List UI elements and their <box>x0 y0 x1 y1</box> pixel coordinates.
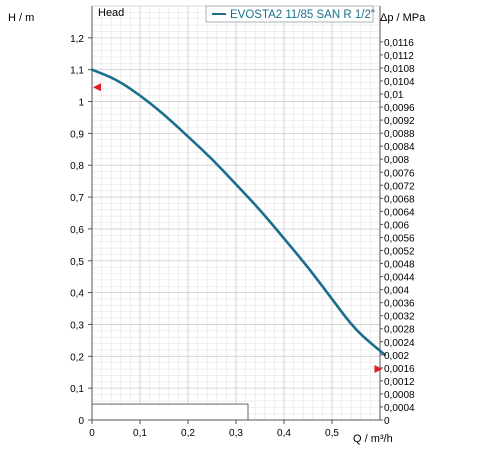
x-tick-label: 0,5 <box>325 428 339 439</box>
x-tick-label: 0,4 <box>277 428 291 439</box>
y2-tick-label: 0,0084 <box>384 142 415 153</box>
operating-range-rect <box>91 403 249 421</box>
y-tick-label: 0,7 <box>70 193 84 204</box>
x-tick-label: 0,1 <box>133 428 147 439</box>
y2-tick-label: 0,008 <box>384 155 409 166</box>
range-marker-icon <box>93 83 101 92</box>
y2-tick-label: 0,0012 <box>384 377 415 388</box>
y2-tick-label: 0,0052 <box>384 246 415 257</box>
x-tick-label: 0 <box>89 428 95 439</box>
y2-tick-label: 0,0008 <box>384 390 415 401</box>
legend-box <box>205 5 374 23</box>
y2-tick-label: 0,0076 <box>384 168 415 179</box>
y-tick-label: 0,1 <box>70 384 84 395</box>
y-tick-label: 0,8 <box>70 161 84 172</box>
y2-tick-label: 0,0104 <box>384 77 415 88</box>
y2-tick-label: 0,0016 <box>384 364 415 375</box>
y2-tick-label: 0,0068 <box>384 194 415 205</box>
y-tick-label: 0,4 <box>70 289 84 300</box>
y2-tick-label: 0,0028 <box>384 325 415 336</box>
y2-tick-label: 0,0032 <box>384 312 415 323</box>
y2-tick-label: 0,0092 <box>384 116 415 127</box>
y2-tick-label: 0,002 <box>384 351 409 362</box>
y2-axis-label: Δp / MPa <box>380 12 426 24</box>
legend: EVOSTA2 11/85 SAN R 1/2" <box>205 5 375 23</box>
grid <box>91 5 381 421</box>
y-tick-label: 0,5 <box>70 257 84 268</box>
markers <box>93 83 383 374</box>
legend-entry: EVOSTA2 11/85 SAN R 1/2" <box>230 9 375 21</box>
series-layer <box>90 68 387 357</box>
panel-label: Head <box>98 7 124 19</box>
y-tick-label: 1,2 <box>70 34 84 45</box>
y2-tick-label: 0,0044 <box>384 273 415 284</box>
y2-tick-label: 0,004 <box>384 286 409 297</box>
y2-tick-label: 0,0088 <box>384 129 415 140</box>
y2-tick-label: 0,0004 <box>384 403 415 414</box>
y-tick-label: 0,6 <box>70 225 84 236</box>
y2-tick-label: 0,0108 <box>384 64 415 75</box>
y-tick-label: 0 <box>78 416 84 427</box>
y2-tick-label: 0,0024 <box>384 338 415 349</box>
y-tick-label: 0,9 <box>70 129 84 140</box>
range-marker-icon <box>374 365 383 374</box>
x-tick-label: 0,2 <box>181 428 195 439</box>
y2-tick-label: 0,0056 <box>384 233 415 244</box>
y2-tick-label: 0,0048 <box>384 260 415 271</box>
y-tick-label: 0,2 <box>70 352 84 363</box>
y2-tick-label: 0,0064 <box>384 207 415 218</box>
y-tick-label: 1,1 <box>70 66 84 77</box>
y-axis-label: H / m <box>8 12 34 24</box>
y-tick-label: 0,3 <box>70 320 84 331</box>
y2-tick-label: 0,01 <box>384 90 404 101</box>
tick-labels: 0 0,1 0,2 0,3 0,4 0,5 0,6 0,7 0,8 0,9 1 1,1 1,2 0 0,1 0… <box>70 34 415 439</box>
series-line <box>90 68 387 357</box>
y2-tick-label: 0,0096 <box>384 103 415 114</box>
y2-tick-label: 0,0072 <box>384 181 415 192</box>
y2-tick-label: 0 <box>384 416 390 427</box>
y2-tick-label: 0,006 <box>384 220 409 231</box>
y2-tick-label: 0,0112 <box>384 51 414 62</box>
y2-tick-label: 0,0036 <box>384 299 415 310</box>
y-tick-label: 1 <box>78 98 84 109</box>
operating-range-box <box>91 403 249 421</box>
x-axis-label: Q / m³/h <box>353 433 393 445</box>
x-tick-label: 0,3 <box>229 428 243 439</box>
y2-tick-label: 0,0116 <box>384 38 414 49</box>
